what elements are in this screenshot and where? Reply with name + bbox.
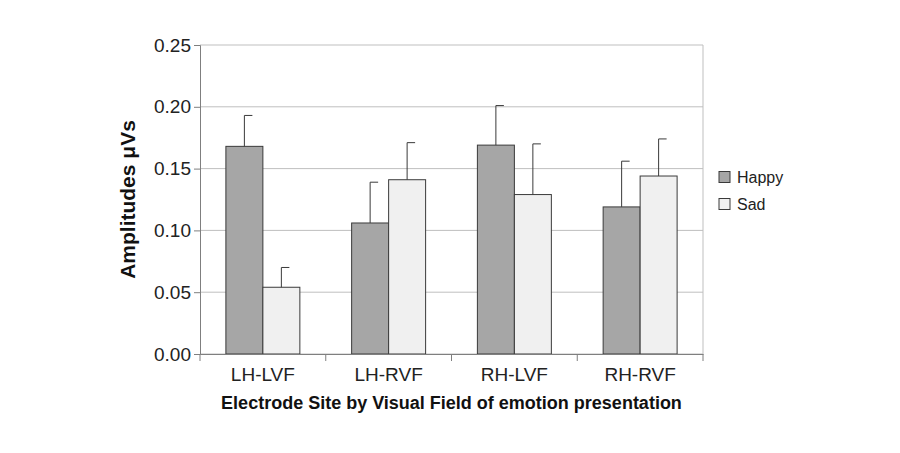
legend-label: Sad bbox=[737, 196, 765, 213]
separator bbox=[577, 354, 578, 361]
y-tick-mark bbox=[194, 45, 200, 46]
error-cap bbox=[622, 161, 630, 162]
bar bbox=[263, 287, 300, 354]
separators bbox=[200, 354, 703, 361]
error-cap bbox=[244, 115, 252, 116]
error-bar bbox=[496, 106, 504, 146]
separator bbox=[325, 354, 326, 361]
x-tick: LH-LVF bbox=[231, 354, 295, 385]
y-tick: 0.25 bbox=[154, 35, 200, 56]
y-tick: 0.20 bbox=[154, 96, 200, 117]
legend-swatch bbox=[719, 172, 730, 183]
error-cap bbox=[407, 142, 415, 143]
y-axis-title: Amplitudes μVs bbox=[116, 120, 139, 279]
error-bar bbox=[407, 143, 415, 180]
y-tick-label: 0.15 bbox=[154, 158, 191, 179]
error-cap bbox=[370, 182, 378, 183]
y-tick: 0.00 bbox=[154, 344, 200, 365]
grid-line bbox=[200, 45, 703, 46]
grid bbox=[200, 45, 703, 354]
y-tick-label: 0.05 bbox=[154, 282, 191, 303]
y-tick-label: 0.00 bbox=[154, 344, 191, 365]
y-tick-label: 0.10 bbox=[154, 220, 191, 241]
error-cap bbox=[496, 105, 504, 106]
y-tick-label: 0.20 bbox=[154, 96, 191, 117]
bar bbox=[514, 195, 551, 354]
error-cap bbox=[281, 267, 289, 268]
error-stem bbox=[658, 139, 659, 176]
x-tick: RH-LVF bbox=[481, 354, 548, 385]
y-tick-mark bbox=[194, 169, 200, 170]
error-stem bbox=[495, 106, 496, 146]
error-bar bbox=[370, 182, 378, 223]
x-tick-label: RH-RVF bbox=[604, 364, 675, 385]
error-stem bbox=[621, 161, 622, 207]
legend-item: Sad bbox=[719, 196, 765, 213]
x-axis: LH-LVF LH-RVF RH-LVF RH-RVF bbox=[201, 354, 704, 385]
x-tick-label: LH-LVF bbox=[231, 364, 295, 385]
legend-label: Happy bbox=[737, 169, 783, 186]
y-tick: 0.15 bbox=[154, 158, 200, 179]
separator bbox=[703, 354, 704, 361]
error-bar bbox=[622, 161, 630, 207]
x-axis-title: Electrode Site by Visual Field of emotio… bbox=[221, 393, 682, 413]
series bbox=[226, 106, 640, 354]
plot: 0.00 0.05 0.10 0.15 0.20 0.25 LH-LVF LH-RVF RH-L… bbox=[154, 35, 703, 386]
grid-line bbox=[200, 168, 703, 169]
bar bbox=[477, 145, 514, 354]
x-tick: LH-RVF bbox=[354, 354, 422, 385]
y-tick-mark bbox=[194, 230, 200, 231]
y-tick: 0.05 bbox=[154, 282, 200, 303]
error-bar bbox=[281, 267, 289, 287]
error-bar bbox=[659, 139, 667, 176]
error-stem bbox=[370, 182, 371, 223]
error-stem bbox=[244, 115, 245, 146]
x-tick-label: LH-RVF bbox=[354, 364, 422, 385]
y-tick-mark bbox=[194, 107, 200, 108]
separator bbox=[451, 354, 452, 361]
error-stem bbox=[532, 144, 533, 195]
separator bbox=[200, 354, 201, 361]
error-cap bbox=[533, 143, 541, 144]
y-tick-mark bbox=[194, 354, 200, 355]
error-stem bbox=[281, 267, 282, 287]
frame bbox=[703, 45, 704, 354]
x-tick: RH-RVF bbox=[604, 354, 675, 385]
bar bbox=[352, 223, 389, 354]
y-tick-label: 0.25 bbox=[154, 35, 191, 56]
y-tick: 0.10 bbox=[154, 220, 200, 241]
bar bbox=[603, 207, 640, 354]
legend-item: Happy bbox=[719, 169, 783, 186]
legend: Happy Sad bbox=[719, 169, 783, 213]
legend-swatch bbox=[719, 199, 730, 210]
y-axis-line bbox=[194, 46, 201, 355]
bar bbox=[640, 176, 677, 354]
series bbox=[263, 139, 677, 354]
bar bbox=[389, 180, 426, 354]
error-stem bbox=[407, 143, 408, 180]
y-axis: 0.00 0.05 0.10 0.15 0.20 0.25 bbox=[154, 35, 200, 365]
x-tick-label: RH-LVF bbox=[481, 364, 548, 385]
error-bar bbox=[533, 144, 541, 195]
bar bbox=[226, 146, 263, 354]
bars bbox=[226, 106, 677, 354]
y-tick-mark bbox=[194, 292, 200, 293]
grid-line bbox=[200, 106, 703, 107]
error-cap bbox=[659, 138, 667, 139]
chart: 0.00 0.05 0.10 0.15 0.20 0.25 LH-LVF LH-RVF RH-L… bbox=[0, 0, 900, 453]
error-bar bbox=[244, 115, 252, 146]
